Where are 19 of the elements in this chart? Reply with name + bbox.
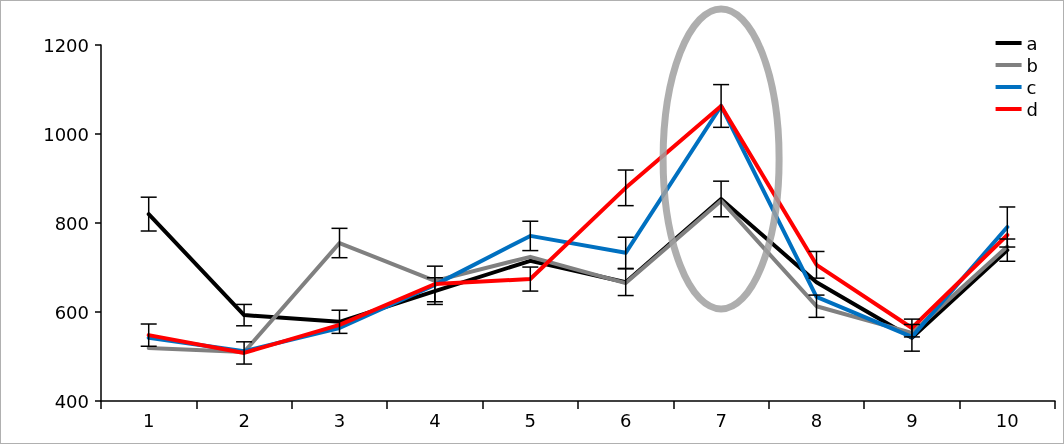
y-tick-label: 1200 (43, 34, 89, 56)
y-tick-label: 600 (54, 301, 89, 323)
legend-label: d (1026, 98, 1039, 120)
y-tick-label: 1000 (43, 123, 89, 145)
x-tick-label: 3 (333, 409, 346, 431)
x-tick-label: 4 (429, 409, 441, 431)
x-tick-label: 10 (995, 409, 1019, 431)
x-tick-label: 5 (524, 409, 537, 431)
y-tick-label: 800 (54, 212, 89, 234)
x-tick-label: 7 (715, 409, 727, 431)
x-tick-label: 8 (810, 409, 823, 431)
x-tick-label: 6 (619, 409, 632, 431)
legend-label: c (1026, 76, 1037, 98)
legend-label: b (1026, 54, 1039, 76)
x-tick-label: 1 (142, 409, 155, 431)
x-tick-label: 9 (906, 409, 918, 431)
legend-label: a (1026, 32, 1038, 54)
y-tick-label: 400 (54, 390, 89, 412)
x-tick-label: 2 (238, 409, 250, 431)
